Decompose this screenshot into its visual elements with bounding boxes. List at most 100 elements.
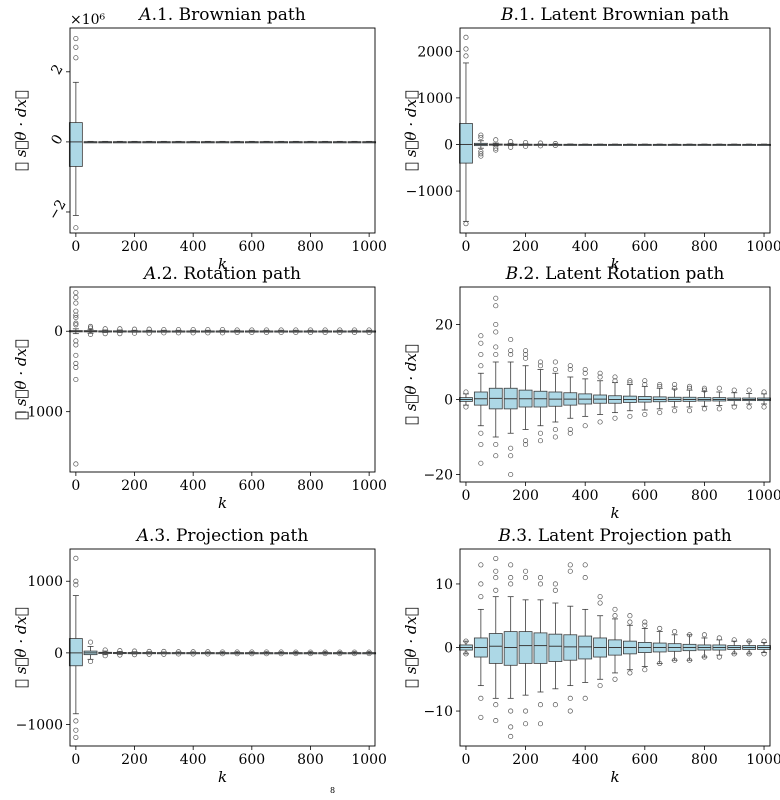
flier-point <box>219 651 226 657</box>
flier-point <box>102 647 108 653</box>
flier-point <box>686 408 693 414</box>
flier-point <box>731 637 737 643</box>
x-tick-label: 600 <box>631 488 658 504</box>
flier-point <box>73 461 79 467</box>
flier-point <box>146 326 152 332</box>
y-tick-label: 0 <box>48 132 66 148</box>
subplot-b3: B.3. Latent Projection path 0 200 400 600 800… <box>402 526 780 786</box>
flier-point <box>73 35 79 42</box>
y-tick-label: −1000 <box>16 405 63 421</box>
flier-point <box>478 695 484 701</box>
flier-point <box>322 329 328 335</box>
flier-point <box>508 733 514 740</box>
flier-point <box>493 718 499 724</box>
flier-point <box>278 651 284 657</box>
box-series <box>459 555 771 740</box>
flier-point <box>478 460 484 466</box>
title-prefix: B <box>505 264 519 284</box>
flier-point <box>552 581 558 587</box>
flier-point <box>478 714 484 720</box>
axes-frame <box>459 548 771 747</box>
flier-point <box>493 295 499 301</box>
flier-point <box>73 312 79 318</box>
subplot-b1: B.1. Latent Brownian path 0 200 400 600 800 10… <box>402 5 780 273</box>
flier-point <box>537 363 544 369</box>
flier-point <box>672 629 678 635</box>
y-axis-label: ∮ s⃗θ · dx⃗ <box>402 90 420 171</box>
flier-point <box>478 562 484 568</box>
flier-point <box>175 651 182 657</box>
flier-point <box>73 338 79 344</box>
flier-point <box>761 404 767 410</box>
x-tick-label: 0 <box>462 239 471 255</box>
box <box>488 633 503 664</box>
title-prefix: B <box>497 526 511 546</box>
box-series <box>459 34 771 227</box>
x-tick-label: 1000 <box>746 752 780 768</box>
flier-point <box>523 348 529 354</box>
y-tick-label: 2 <box>48 62 66 78</box>
flier-point <box>73 290 79 296</box>
y-tick-label: 0 <box>444 137 453 153</box>
flier-point <box>102 653 108 659</box>
x-tick-label: 1000 <box>351 478 387 494</box>
title-text: Brownian path <box>173 5 306 25</box>
flier-point <box>463 389 469 395</box>
x-tick-label: 600 <box>238 239 265 255</box>
flier-point <box>322 327 328 333</box>
flier-point <box>337 327 343 333</box>
flier-point <box>612 613 618 619</box>
flier-point <box>567 708 573 714</box>
flier-point <box>701 387 707 393</box>
y-tick-label: 0 <box>54 324 63 340</box>
flier-point <box>87 639 94 645</box>
flier-point <box>537 721 544 727</box>
flier-point <box>627 613 633 619</box>
flier-point <box>508 708 514 714</box>
flier-point <box>234 651 240 657</box>
flier-point <box>493 441 499 448</box>
y-tick-label: −10 <box>423 704 453 720</box>
title-prefix: B <box>500 5 514 25</box>
flier-point <box>463 46 469 52</box>
flier-point <box>508 144 514 150</box>
flier-point <box>523 140 529 146</box>
x-tick-label: 0 <box>462 488 471 504</box>
flier-point <box>478 363 484 369</box>
flier-point <box>523 441 529 448</box>
flier-point <box>131 330 138 336</box>
flier-point <box>537 581 544 587</box>
x-tick-label: 800 <box>297 239 324 255</box>
flier-point <box>73 44 79 50</box>
flier-point <box>293 329 299 335</box>
flier-point <box>746 651 752 657</box>
title-number: .3. <box>511 526 533 546</box>
box <box>518 631 533 664</box>
subplot-title: B.1. Latent Brownian path <box>500 5 729 25</box>
flier-point <box>219 649 226 655</box>
box <box>68 638 83 667</box>
flier-point <box>701 385 707 391</box>
flier-point <box>493 568 499 574</box>
flier-point <box>463 34 469 40</box>
y-tick-label: 0 <box>444 393 453 409</box>
flier-point <box>537 702 544 708</box>
x-tick-label: 200 <box>512 239 539 255</box>
flier-point <box>73 364 79 370</box>
flier-point <box>307 651 314 657</box>
title-text: Latent Rotation path <box>540 264 725 284</box>
flier-point <box>597 594 603 600</box>
flier-point <box>219 330 226 336</box>
flier-point <box>642 378 648 384</box>
flier-point <box>508 351 514 358</box>
subplot-a3: A.3. Projection path 0 200 400 600 800 1000 −10… <box>12 526 387 786</box>
flier-point <box>234 649 240 655</box>
flier-point <box>117 331 123 337</box>
flier-point <box>701 406 707 412</box>
flier-point <box>190 651 196 657</box>
y-tick-label: −2 <box>45 197 69 223</box>
flier-point <box>701 654 707 660</box>
flier-point <box>523 355 529 361</box>
flier-point <box>87 323 94 329</box>
flier-point <box>731 651 737 657</box>
